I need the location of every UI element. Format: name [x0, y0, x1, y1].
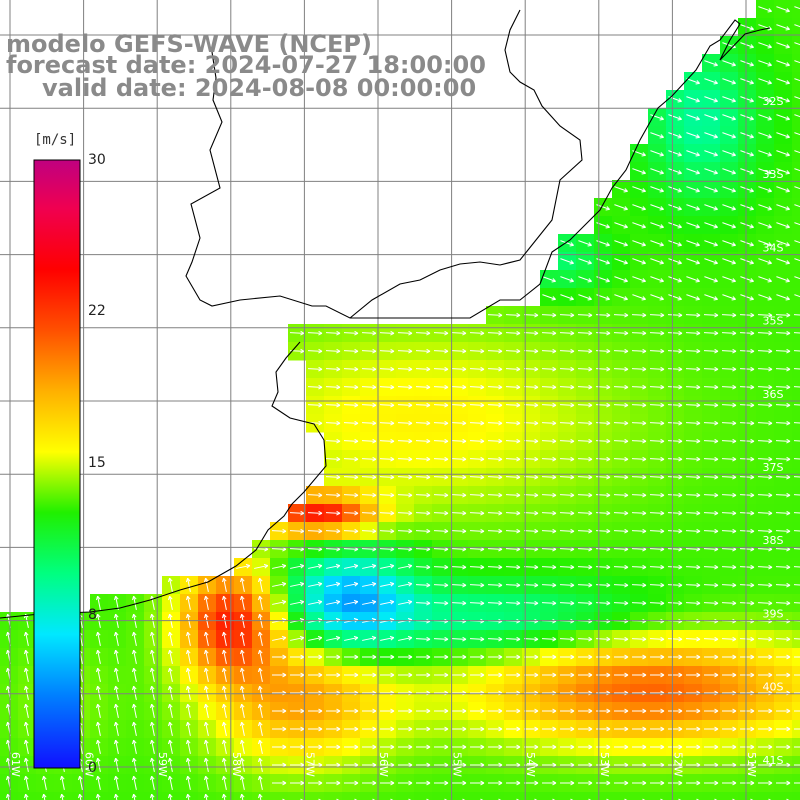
speed-cell	[414, 792, 433, 800]
speed-cell	[792, 90, 800, 109]
speed-cell	[792, 234, 800, 253]
lon-label: 54W	[524, 752, 537, 777]
colorbar-tick: 30	[88, 152, 106, 168]
speed-cell	[612, 792, 631, 800]
lat-label: 35S	[763, 315, 784, 328]
speed-cell	[756, 792, 775, 800]
colorbar-tick: 0	[88, 760, 97, 776]
lat-label: 34S	[763, 241, 784, 254]
speed-cell	[792, 180, 800, 199]
speed-cell	[270, 792, 289, 800]
speed-cell	[792, 144, 800, 163]
lon-label: 51W	[745, 752, 758, 777]
speed-cell	[774, 792, 793, 800]
speed-cell	[792, 216, 800, 235]
speed-cell	[666, 792, 685, 800]
speed-cell	[792, 126, 800, 145]
speed-cell	[504, 792, 523, 800]
speed-cell	[360, 792, 379, 800]
lat-label: 32S	[763, 95, 784, 108]
speed-cell	[396, 792, 415, 800]
lon-label: 53W	[598, 752, 611, 777]
lat-label: 39S	[763, 607, 784, 620]
speed-cell	[324, 792, 343, 800]
speed-cell	[792, 252, 800, 271]
speed-cell	[450, 792, 469, 800]
lat-label: 41S	[763, 754, 784, 767]
speed-cell	[468, 792, 487, 800]
lon-label: 52W	[671, 752, 684, 777]
speed-cell	[432, 792, 451, 800]
speed-cell	[792, 792, 800, 800]
speed-cell	[792, 198, 800, 217]
speed-cell	[306, 792, 325, 800]
speed-cell	[702, 792, 721, 800]
speed-cell	[792, 0, 800, 19]
speed-cell	[792, 54, 800, 73]
lat-label: 33S	[763, 168, 784, 181]
colorbar-tick: 22	[88, 303, 106, 319]
speed-cell	[342, 792, 361, 800]
speed-cell	[792, 108, 800, 127]
speed-cell	[792, 72, 800, 91]
speed-cell	[792, 270, 800, 289]
speed-cell	[540, 792, 559, 800]
speed-cell	[630, 792, 649, 800]
lat-label: 40S	[763, 681, 784, 694]
lon-label: 58W	[230, 752, 243, 777]
speed-cell	[792, 36, 800, 55]
speed-cell	[792, 288, 800, 307]
lon-label: 57W	[303, 752, 316, 777]
colorbar-unit: [m/s]	[34, 132, 77, 148]
colorbar-tick: 15	[88, 455, 106, 471]
speed-cell	[594, 792, 613, 800]
lon-label: 55W	[451, 752, 464, 777]
colorbar	[33, 159, 81, 769]
lat-label: 36S	[763, 388, 784, 401]
speed-cell	[558, 792, 577, 800]
lon-label: 61W	[9, 752, 22, 777]
speed-cell	[792, 18, 800, 37]
speed-cell	[576, 792, 595, 800]
speed-cell	[648, 792, 667, 800]
lon-label: 59W	[156, 752, 169, 777]
colorbar-tick: 8	[88, 607, 97, 623]
speed-cell	[486, 792, 505, 800]
speed-cell	[738, 792, 757, 800]
speed-cell	[378, 792, 397, 800]
speed-cell	[684, 792, 703, 800]
lat-label: 37S	[763, 461, 784, 474]
lat-label: 38S	[763, 534, 784, 547]
speed-cell	[720, 792, 739, 800]
speed-cell	[288, 792, 307, 800]
valid-date: valid date: 2024-08-08 00:00:00	[42, 74, 477, 102]
lon-label: 56W	[377, 752, 390, 777]
speed-cell	[792, 162, 800, 181]
